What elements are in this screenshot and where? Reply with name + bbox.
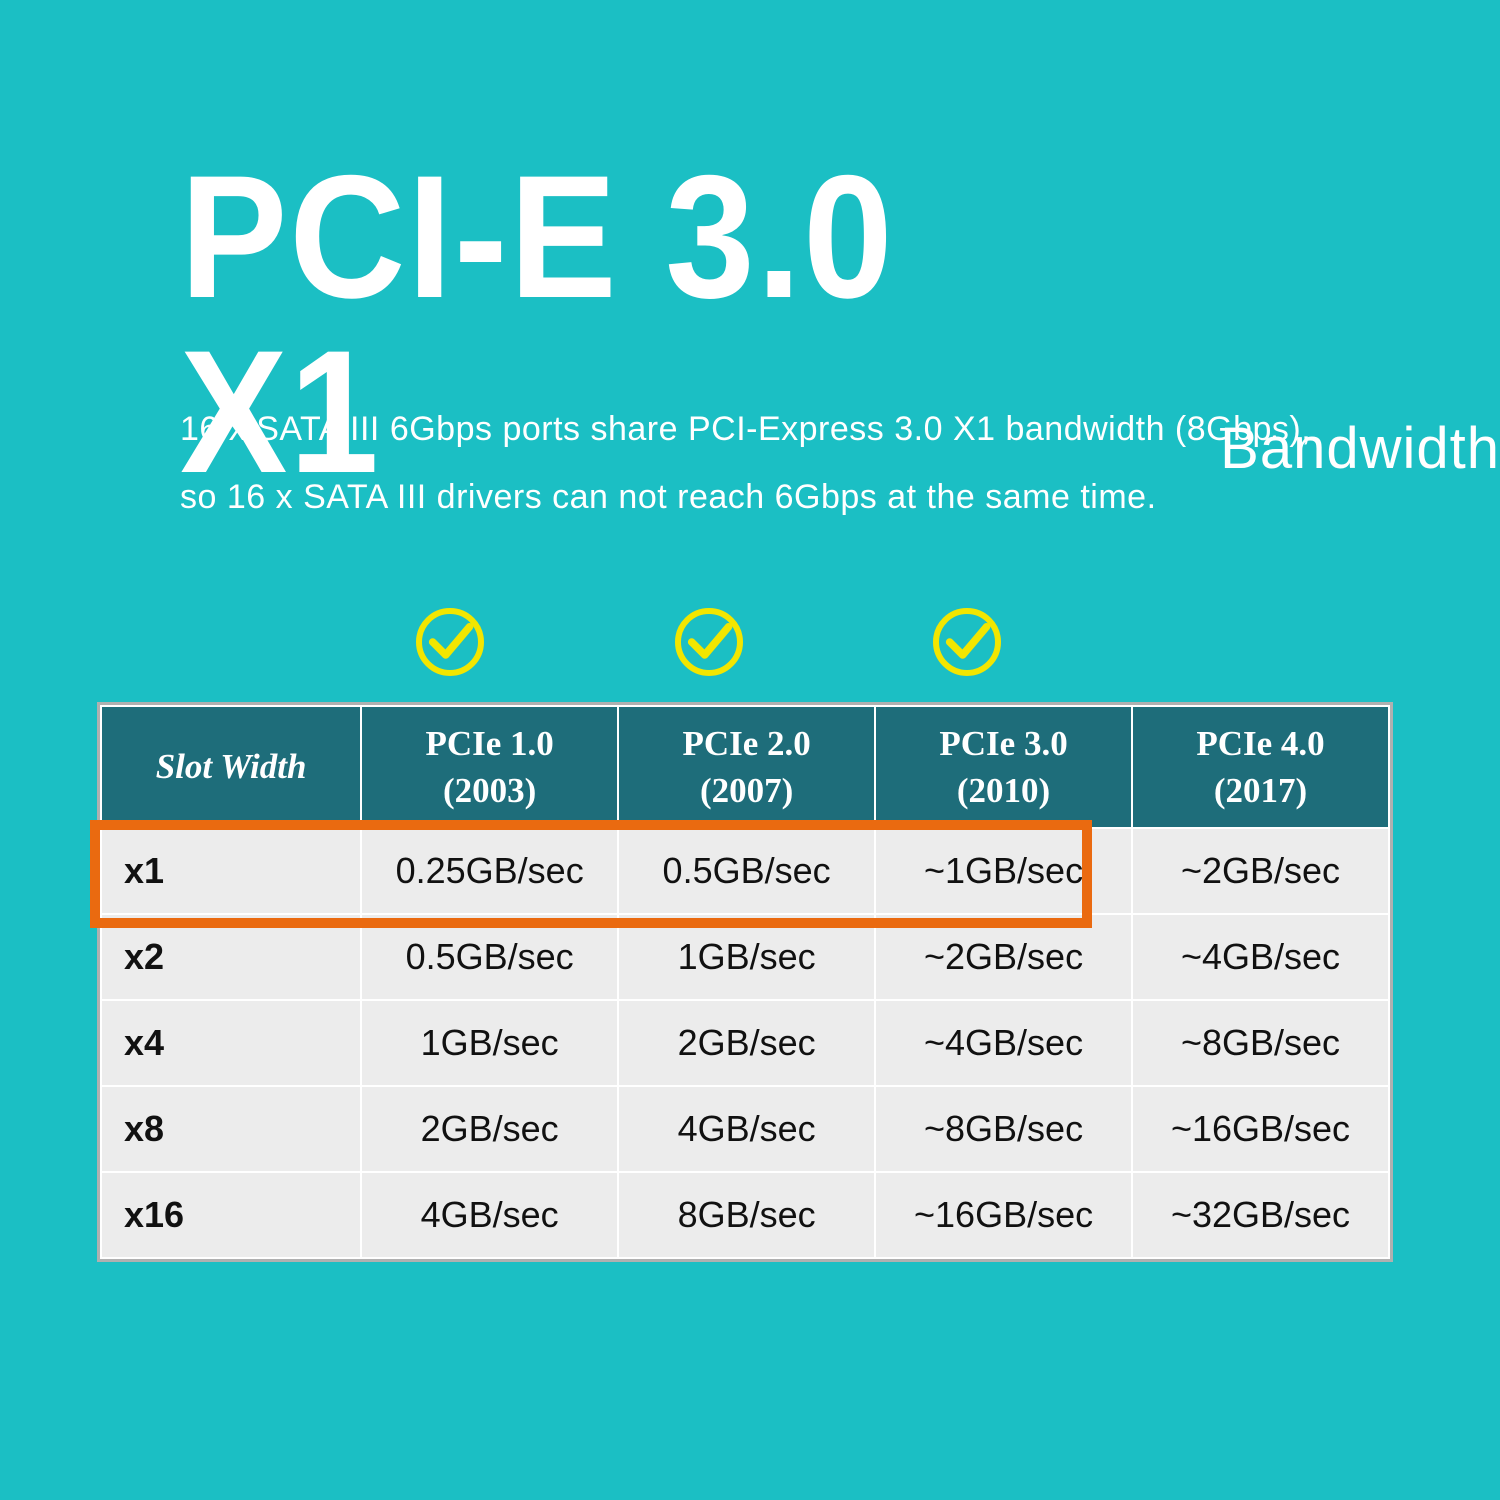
col-header-pcie2: PCIe 2.0(2007) xyxy=(618,706,875,828)
cell: ~2GB/sec xyxy=(875,914,1132,1000)
cell-slot: x16 xyxy=(101,1172,361,1258)
table-row: x16 4GB/sec 8GB/sec ~16GB/sec ~32GB/sec xyxy=(101,1172,1389,1258)
cell: 2GB/sec xyxy=(618,1000,875,1086)
cell: ~1GB/sec xyxy=(875,828,1132,914)
cell: 2GB/sec xyxy=(361,1086,618,1172)
table-row: x1 0.25GB/sec 0.5GB/sec ~1GB/sec ~2GB/se… xyxy=(101,828,1389,914)
bandwidth-table: Slot Width PCIe 1.0(2003) PCIe 2.0(2007)… xyxy=(100,705,1390,1259)
col-header-pcie4: PCIe 4.0(2017) xyxy=(1132,706,1389,828)
cell: 0.25GB/sec xyxy=(361,828,618,914)
col-header-pcie1: PCIe 1.0(2003) xyxy=(361,706,618,828)
check-icon xyxy=(675,608,743,676)
bandwidth-table-wrap: Slot Width PCIe 1.0(2003) PCIe 2.0(2007)… xyxy=(97,702,1393,1262)
cell: 8GB/sec xyxy=(618,1172,875,1258)
cell-slot: x8 xyxy=(101,1086,361,1172)
col-header-slot-width: Slot Width xyxy=(101,706,361,828)
table-body: x1 0.25GB/sec 0.5GB/sec ~1GB/sec ~2GB/se… xyxy=(101,828,1389,1258)
table-row: x2 0.5GB/sec 1GB/sec ~2GB/sec ~4GB/sec xyxy=(101,914,1389,1000)
check-row xyxy=(113,608,1393,688)
cell: 1GB/sec xyxy=(618,914,875,1000)
cell: 0.5GB/sec xyxy=(361,914,618,1000)
cell: ~8GB/sec xyxy=(1132,1000,1389,1086)
cell: 4GB/sec xyxy=(361,1172,618,1258)
cell: 4GB/sec xyxy=(618,1086,875,1172)
table-row: x8 2GB/sec 4GB/sec ~8GB/sec ~16GB/sec xyxy=(101,1086,1389,1172)
description-text: 16 x SATA III 6Gbps ports share PCI-Expr… xyxy=(180,395,1320,531)
cell: ~4GB/sec xyxy=(1132,914,1389,1000)
cell: ~4GB/sec xyxy=(875,1000,1132,1086)
table-row: x4 1GB/sec 2GB/sec ~4GB/sec ~8GB/sec xyxy=(101,1000,1389,1086)
cell-slot: x4 xyxy=(101,1000,361,1086)
infographic-page: PCI-E 3.0 X1 Bandwidth 16 x SATA III 6Gb… xyxy=(0,0,1500,1500)
cell: 1GB/sec xyxy=(361,1000,618,1086)
cell: ~16GB/sec xyxy=(875,1172,1132,1258)
cell: ~2GB/sec xyxy=(1132,828,1389,914)
check-icon xyxy=(416,608,484,676)
table-header-row: Slot Width PCIe 1.0(2003) PCIe 2.0(2007)… xyxy=(101,706,1389,828)
cell: 0.5GB/sec xyxy=(618,828,875,914)
cell-slot: x1 xyxy=(101,828,361,914)
cell-slot: x2 xyxy=(101,914,361,1000)
cell: ~8GB/sec xyxy=(875,1086,1132,1172)
cell: ~32GB/sec xyxy=(1132,1172,1389,1258)
col-header-pcie3: PCIe 3.0(2010) xyxy=(875,706,1132,828)
cell: ~16GB/sec xyxy=(1132,1086,1389,1172)
check-icon xyxy=(933,608,1001,676)
